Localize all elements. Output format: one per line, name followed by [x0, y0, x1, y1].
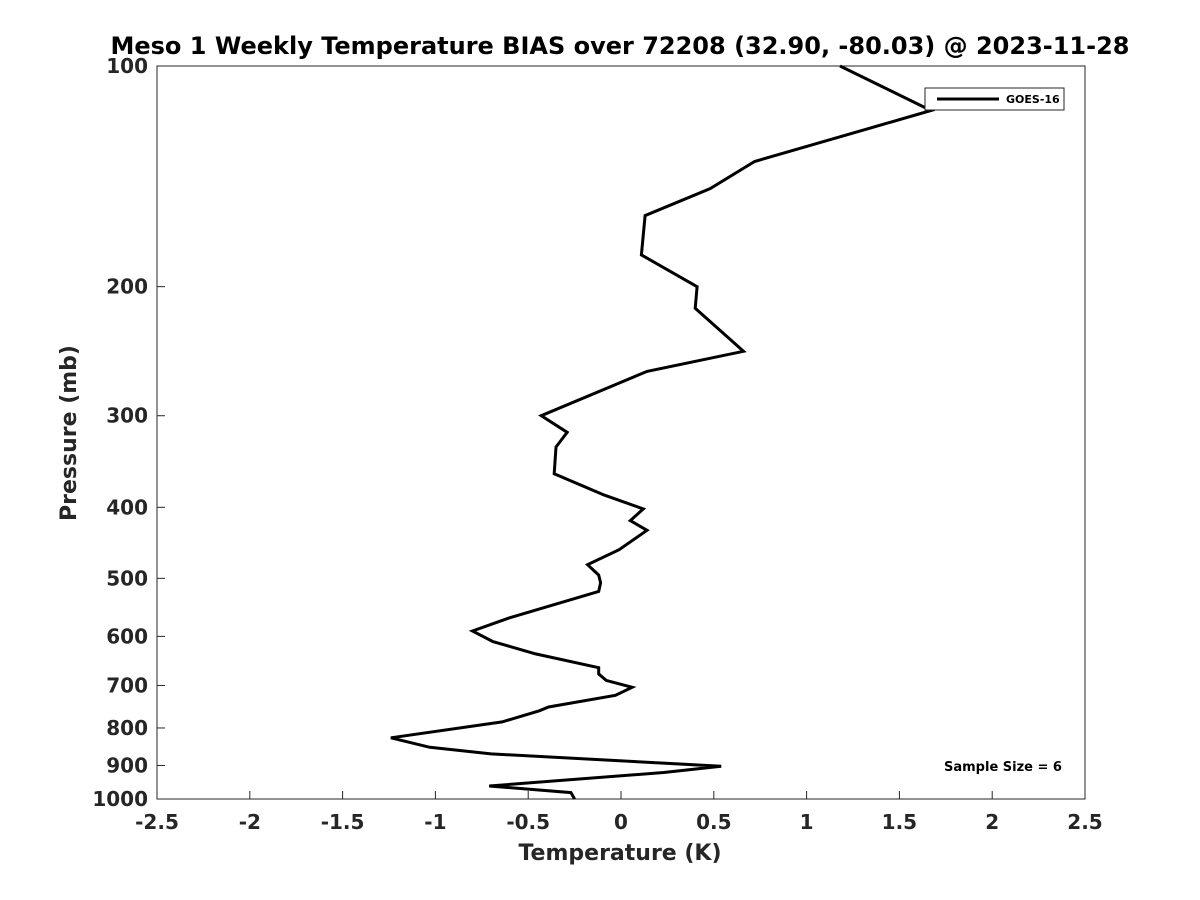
x-tick-label: -2: [239, 810, 261, 834]
y-tick-label: 900: [106, 753, 148, 777]
x-tick-label: 0.5: [696, 810, 731, 834]
y-tick-label: 200: [106, 275, 148, 299]
x-tick-label: -2.5: [135, 810, 179, 834]
x-axis-label: Temperature (K): [518, 841, 721, 866]
x-tick-label: 2: [985, 810, 999, 834]
x-tick-label: -0.5: [506, 810, 550, 834]
y-tick-label: 700: [106, 673, 148, 697]
series-line-goes-16: [390, 64, 936, 800]
legend-label-goes-16: GOES-16: [1006, 93, 1060, 106]
y-tick-label: 100: [106, 54, 148, 78]
series-group: [390, 64, 936, 800]
y-axis-label: Pressure (mb): [57, 345, 82, 521]
x-tick-label: -1.5: [321, 810, 365, 834]
y-tick-label: 1000: [92, 787, 148, 811]
y-tick-label: 400: [106, 495, 148, 519]
sample-size-annotation: Sample Size = 6: [944, 760, 1062, 775]
y-axis-ticks: 100 200 300 400 500 600 700 800 900 1000: [92, 54, 165, 811]
x-axis-ticks: -2.5 -2 -1.5 -1 -0.5 0 0.5 1 1.5 2 2.5: [135, 791, 1103, 834]
x-tick-label: 2.5: [1067, 810, 1102, 834]
y-tick-label: 500: [106, 566, 148, 590]
legend: GOES-16: [924, 87, 1065, 111]
x-tick-label: -1: [424, 810, 446, 834]
x-tick-label: 1.5: [882, 810, 917, 834]
x-tick-label: 1: [800, 810, 814, 834]
y-tick-label: 600: [106, 624, 148, 648]
chart-title: Meso 1 Weekly Temperature BIAS over 7220…: [110, 32, 1129, 60]
x-tick-label: 0: [614, 810, 628, 834]
y-tick-label: 300: [106, 404, 148, 428]
y-tick-label: 800: [106, 716, 148, 740]
